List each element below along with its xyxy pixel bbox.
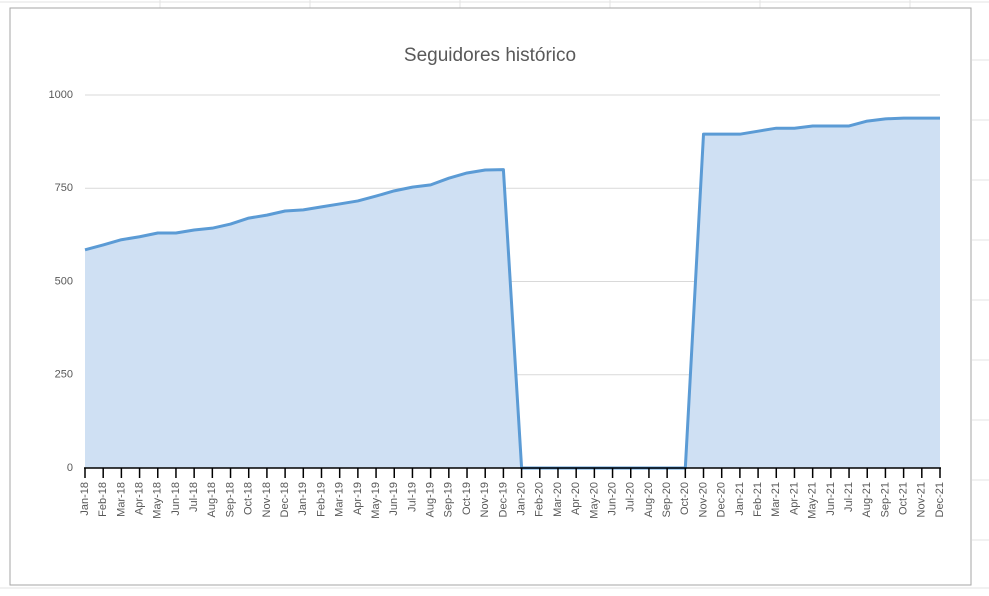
x-tick-label: Apr-20 [570, 482, 582, 515]
x-tick-label: May-21 [807, 482, 819, 519]
x-tick-label: Jan-21 [734, 482, 746, 516]
x-tick-label: Jan-19 [297, 482, 309, 516]
x-tick-label: Apr-19 [352, 482, 364, 515]
x-tick-label: May-18 [152, 482, 164, 519]
x-tick-label: Mar-18 [115, 482, 127, 517]
x-tick-label: Feb-20 [534, 482, 546, 517]
y-tick-label: 1000 [49, 89, 73, 101]
x-tick-label: Apr-21 [788, 482, 800, 515]
x-tick-label: Oct-19 [461, 482, 473, 515]
x-tick-label: May-20 [588, 482, 600, 519]
y-tick-label: 500 [55, 275, 73, 287]
x-tick-label: Nov-18 [261, 482, 273, 517]
x-tick-label: Jun-21 [825, 482, 837, 516]
x-tick-label: Aug-20 [643, 482, 655, 517]
x-tick-label: Jan-20 [516, 482, 528, 516]
x-tick-label: Feb-19 [315, 482, 327, 517]
x-tick-label: Nov-21 [916, 482, 928, 517]
x-tick-label: Dec-20 [716, 482, 728, 517]
x-tick-label: Mar-20 [552, 482, 564, 517]
x-tick-label: Oct-18 [243, 482, 255, 515]
y-tick-label: 750 [55, 182, 73, 194]
x-tick-label: Sep-20 [661, 482, 673, 517]
x-tick-label: Mar-19 [334, 482, 346, 517]
x-tick-label: Aug-19 [425, 482, 437, 517]
x-tick-label: Jun-18 [170, 482, 182, 516]
x-tick-label: Dec-18 [279, 482, 291, 517]
x-tick-label: May-19 [370, 482, 382, 519]
x-tick-label: Sep-21 [879, 482, 891, 517]
x-tick-label: Aug-21 [861, 482, 873, 517]
y-tick-label: 250 [55, 369, 73, 381]
x-tick-label: Jul-19 [406, 482, 418, 512]
line [84, 116, 940, 470]
x-tick-label: Sep-19 [443, 482, 455, 517]
x-tick-label: Feb-18 [97, 482, 109, 517]
x-tick-label: Nov-20 [697, 482, 709, 517]
chart-title: Seguidores histórico [404, 45, 576, 66]
x-tick-label: Dec-19 [497, 482, 509, 517]
x-tick-label: Dec-21 [934, 482, 946, 517]
y-tick-label: 0 [67, 462, 73, 474]
x-tick-label: Jul-18 [188, 482, 200, 512]
x-tick-label: Jul-21 [843, 482, 855, 512]
x-tick-label: Apr-18 [133, 482, 145, 515]
x-tick-label: Feb-21 [752, 482, 764, 517]
x-tick-label: Jul-20 [625, 482, 637, 512]
x-tick-label: Sep-18 [224, 482, 236, 517]
area [85, 118, 940, 468]
x-tick-label: Oct-21 [898, 482, 910, 515]
x-tick-label: Mar-21 [770, 482, 782, 517]
x-tick-label: Jun-20 [606, 482, 618, 516]
x-tick-label: Jun-19 [388, 482, 400, 516]
x-tick-label: Jan-18 [79, 482, 91, 516]
x-tick-label: Oct-20 [679, 482, 691, 515]
x-tick-label: Aug-18 [206, 482, 218, 517]
x-tick-label: Nov-19 [479, 482, 491, 517]
